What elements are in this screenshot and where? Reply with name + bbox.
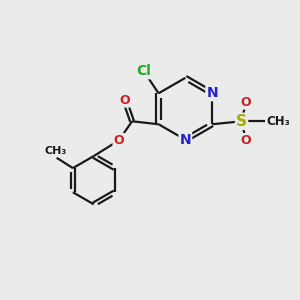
Text: O: O [119, 94, 130, 106]
Text: O: O [241, 96, 251, 109]
Text: N: N [206, 86, 218, 100]
Text: N: N [179, 133, 191, 147]
Text: O: O [113, 134, 124, 147]
Text: CH₃: CH₃ [44, 146, 66, 156]
Text: CH₃: CH₃ [267, 115, 290, 128]
Text: Cl: Cl [136, 64, 151, 78]
Text: O: O [241, 134, 251, 147]
Text: S: S [236, 114, 247, 129]
